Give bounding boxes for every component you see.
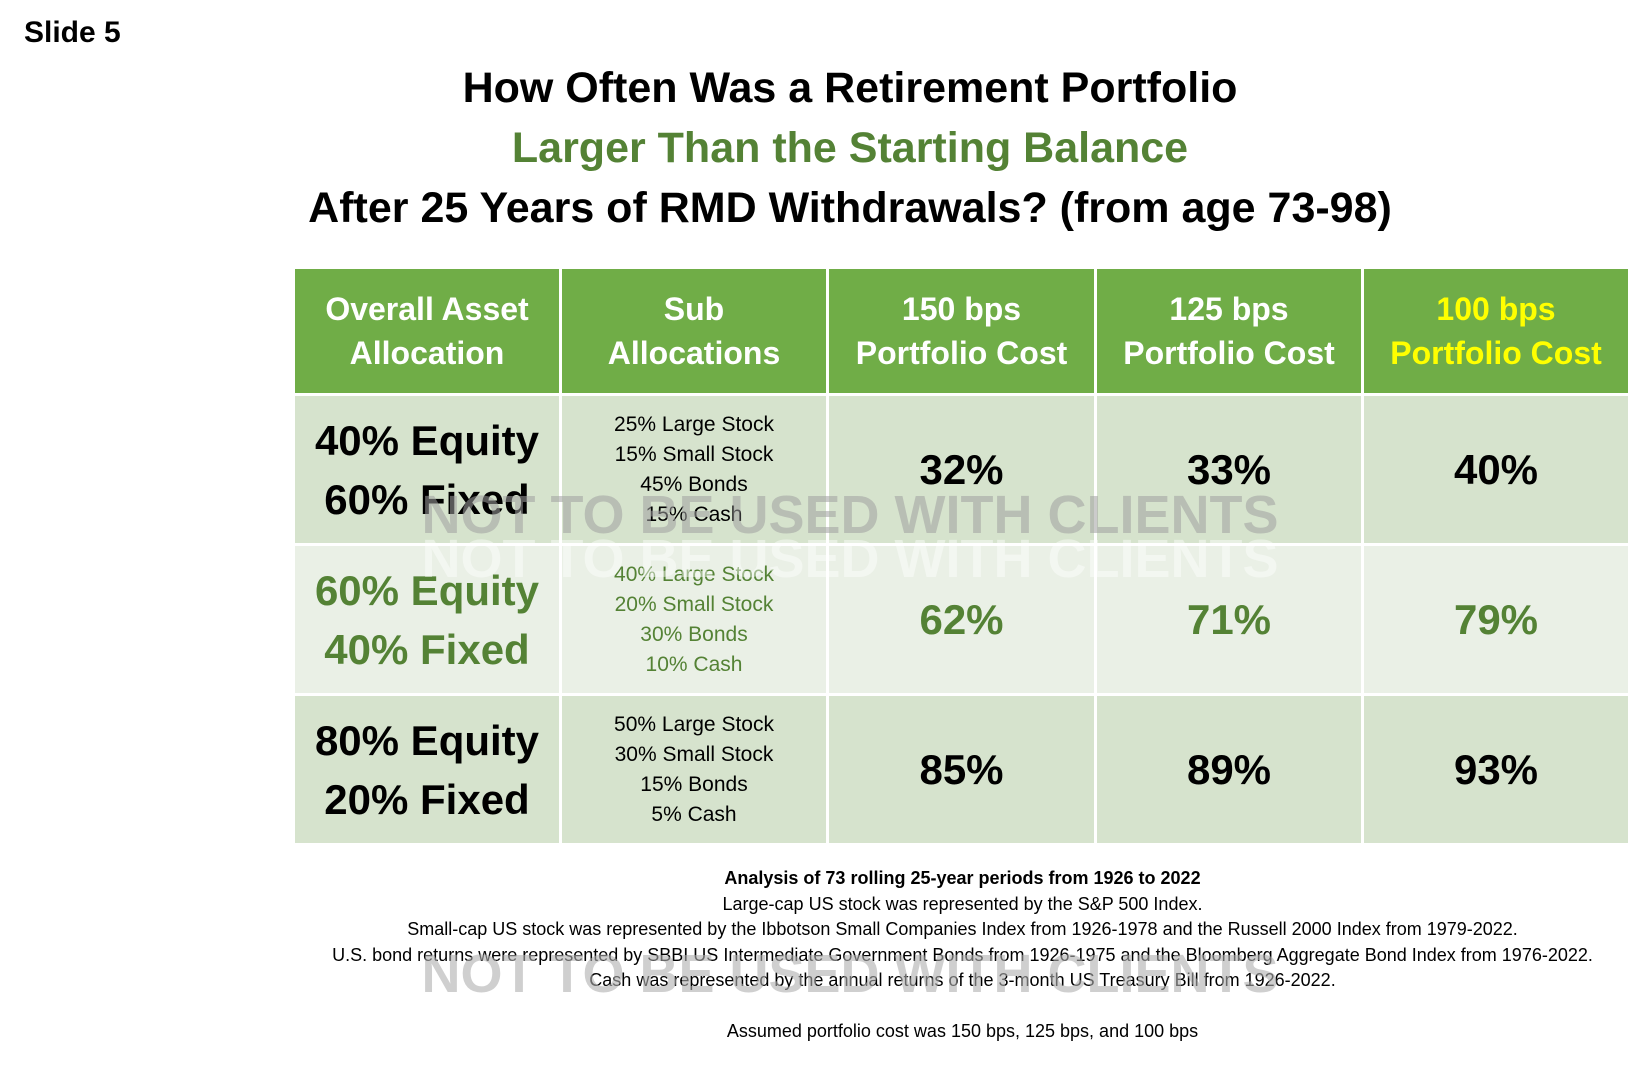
title-line-1: How Often Was a Retirement Portfolio: [462, 64, 1238, 112]
allocation-cell: 80% Equity 20% Fixed: [292, 693, 562, 846]
value-150bps: 85%: [826, 693, 1097, 846]
header-overall-allocation: Overall Asset Allocation: [292, 266, 562, 396]
header-line: Overall Asset: [325, 291, 529, 327]
sub-allocation-item: 45% Bonds: [640, 472, 748, 496]
value-150bps: 62%: [826, 543, 1097, 696]
table-row: 40% Equity 60% Fixed 25% Large Stock 15%…: [292, 393, 1631, 546]
sub-allocation-item: 25% Large Stock: [614, 412, 774, 436]
notes-heading: Analysis of 73 rolling 25-year periods f…: [724, 868, 1201, 888]
sub-allocation-item: 40% Large Stock: [614, 562, 774, 586]
header-line: Allocation: [349, 335, 505, 371]
notes-cost-line: Assumed portfolio cost was 150 bps, 125 …: [726, 1020, 1199, 1041]
value-100bps: 93%: [1361, 693, 1631, 846]
sub-allocation-item: 30% Small Stock: [614, 742, 774, 766]
allocation-equity: 60% Equity: [314, 566, 540, 614]
allocation-fixed: 20% Fixed: [324, 775, 530, 823]
sub-allocation-item: 50% Large Stock: [614, 712, 774, 736]
allocation-equity: 80% Equity: [314, 716, 540, 764]
header-line: Portfolio Cost: [1390, 335, 1602, 371]
sub-allocation-item: 20% Small Stock: [614, 592, 774, 616]
allocation-fixed: 60% Fixed: [324, 475, 530, 523]
title-line-3: After 25 Years of RMD Withdrawals? (from…: [308, 184, 1392, 232]
header-line: Sub: [663, 291, 725, 327]
sub-allocation-item: 15% Bonds: [640, 772, 748, 796]
sub-allocation-item: 5% Cash: [651, 802, 737, 826]
notes-line: Cash was represented by the annual retur…: [589, 970, 1336, 990]
allocation-equity: 40% Equity: [314, 416, 540, 464]
value-100bps: 79%: [1361, 543, 1631, 696]
sub-allocation-item: 15% Cash: [645, 502, 743, 526]
header-line: 150 bps: [901, 291, 1022, 327]
header-sub-allocations: Sub Allocations: [559, 266, 829, 396]
sub-allocation-item: 10% Cash: [645, 652, 743, 676]
allocation-cell: 40% Equity 60% Fixed: [292, 393, 562, 546]
value-125bps: 89%: [1094, 693, 1364, 846]
allocation-fixed: 40% Fixed: [324, 625, 530, 673]
notes-line: Small-cap US stock was represented by th…: [407, 919, 1518, 939]
sub-allocation-item: 15% Small Stock: [614, 442, 774, 466]
header-line: Portfolio Cost: [1123, 335, 1335, 371]
header-line: Allocations: [607, 335, 781, 371]
value-100bps: 40%: [1361, 393, 1631, 546]
notes-line: U.S. bond returns were represented by SB…: [332, 944, 1593, 965]
table-row: 80% Equity 20% Fixed 50% Large Stock 30%…: [292, 693, 1631, 846]
footnotes: Analysis of 73 rolling 25-year periods f…: [285, 866, 1640, 1044]
header-line: Portfolio Cost: [855, 335, 1068, 371]
value-125bps: 71%: [1094, 543, 1364, 696]
value-125bps: 33%: [1094, 393, 1364, 546]
sub-allocation-cell: 25% Large Stock 15% Small Stock 45% Bond…: [559, 393, 829, 546]
allocation-cell: 60% Equity 40% Fixed: [292, 543, 562, 696]
results-table: Overall Asset Allocation Sub Allocations…: [292, 266, 1631, 846]
slide-label: Slide 5: [24, 16, 121, 49]
header-150bps-cost: 150 bps Portfolio Cost: [826, 266, 1097, 396]
header-100bps-cost: 100 bps Portfolio Cost: [1361, 266, 1631, 396]
notes-line: Large-cap US stock was represented by th…: [722, 893, 1203, 914]
sub-allocation-cell: 50% Large Stock 30% Small Stock 15% Bond…: [559, 693, 829, 846]
table-header-row: Overall Asset Allocation Sub Allocations…: [292, 266, 1631, 396]
sub-allocation-item: 30% Bonds: [640, 622, 748, 646]
header-line: 100 bps: [1436, 291, 1556, 327]
table-row: 60% Equity 40% Fixed 40% Large Stock 20%…: [292, 543, 1631, 696]
sub-allocation-cell: 40% Large Stock 20% Small Stock 30% Bond…: [559, 543, 829, 696]
header-125bps-cost: 125 bps Portfolio Cost: [1094, 266, 1364, 396]
header-line: 125 bps: [1169, 291, 1289, 327]
title-line-2: Larger Than the Starting Balance: [511, 124, 1189, 172]
value-150bps: 32%: [826, 393, 1097, 546]
